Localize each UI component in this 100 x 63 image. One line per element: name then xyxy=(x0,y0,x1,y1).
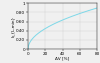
Y-axis label: k_{L,min}: k_{L,min} xyxy=(11,16,15,37)
X-axis label: ΔV [%]: ΔV [%] xyxy=(55,57,70,61)
